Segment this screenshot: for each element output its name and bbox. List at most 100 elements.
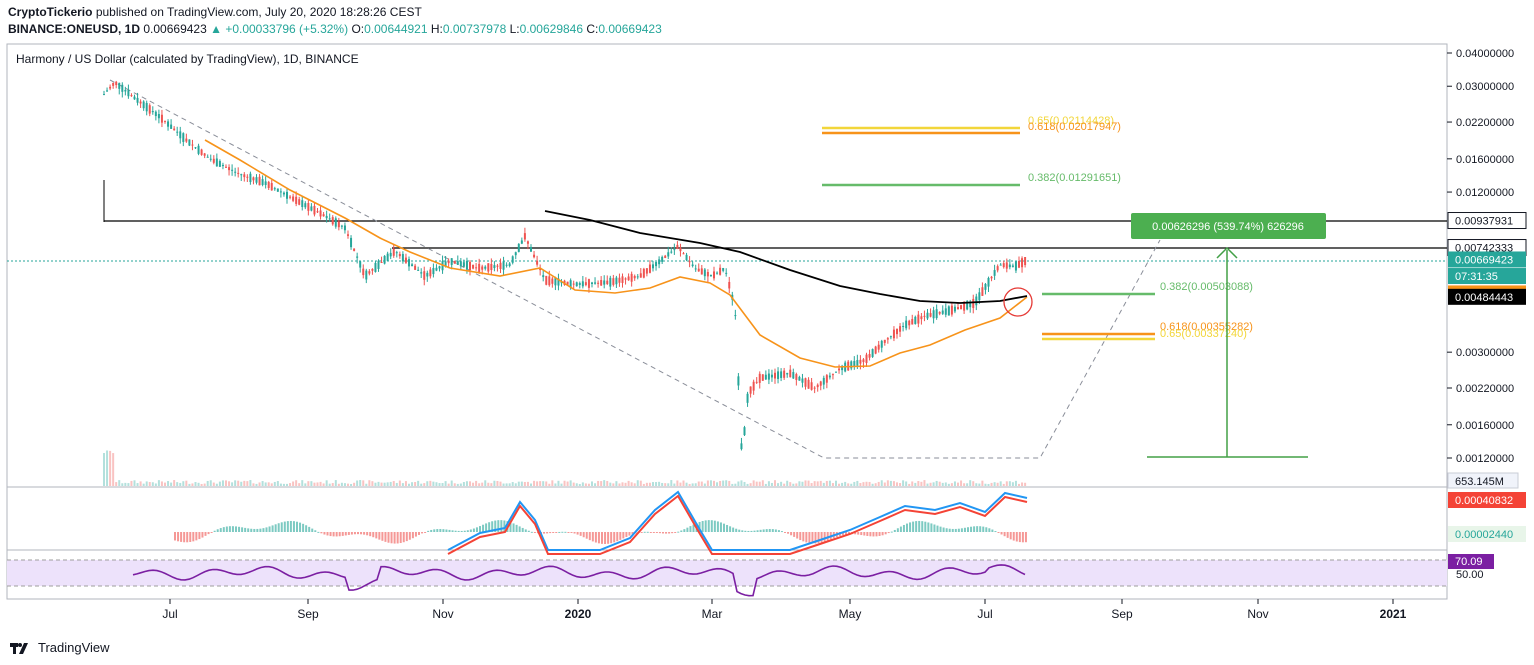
volume-bar [215, 483, 218, 486]
volume-bar [520, 481, 523, 486]
volume-bar [880, 480, 883, 486]
volume-bar [310, 481, 313, 486]
volume-bar [426, 481, 429, 486]
macd-hist-bar [982, 526, 985, 532]
candle-body [121, 84, 124, 92]
macd-hist-bar [594, 532, 597, 543]
macd-hist-bar [899, 526, 902, 532]
volume-bar [401, 483, 404, 486]
macd-hist-bar [988, 528, 991, 532]
candle-body [517, 243, 520, 252]
volume-bar [536, 481, 539, 486]
candle-body [362, 268, 365, 276]
tradingview-footer[interactable]: TradingView [10, 640, 110, 655]
chart-svg[interactable]: Harmony / US Dollar (calculated by Tradi… [0, 40, 1534, 645]
candle-body [103, 94, 105, 96]
volume-bar [990, 482, 993, 486]
price-labels: 0.009379310.007423330.0066942307:31:350.… [1447, 212, 1527, 581]
volume-bar [282, 483, 285, 486]
macd-hist-bar [640, 532, 643, 533]
volume-bar [853, 481, 856, 486]
macd-hist-bar [613, 532, 616, 543]
volume-bar [374, 482, 377, 486]
projection-path [109, 79, 1161, 459]
macd-hist-bar [466, 530, 469, 532]
macd-hist-bar [183, 532, 186, 543]
volume-bar [103, 453, 105, 486]
macd-hist-bar [1018, 532, 1021, 543]
volume-bar [526, 481, 529, 486]
macd-hist-bar [698, 521, 701, 532]
macd-hist-bar [683, 529, 686, 532]
volume-bar [444, 481, 447, 486]
candle-body [935, 309, 938, 319]
volume-bar [581, 482, 584, 486]
macd-hist-bar [494, 520, 497, 532]
macd-hist-bar [555, 532, 558, 533]
volume-bar [343, 483, 346, 486]
macd-hist-bar [457, 530, 460, 532]
macd-hist-bar [399, 532, 402, 544]
x-tick-label: Mar [702, 607, 723, 621]
volume-bar [706, 480, 709, 486]
volume-bar [505, 483, 508, 486]
candle-body [908, 320, 911, 326]
candle-body [423, 271, 426, 280]
low-value: 0.00629846 [519, 22, 584, 36]
volume-bar [502, 483, 505, 486]
volume-bar [594, 483, 597, 486]
y-tick-label: 0.03000000 [1456, 81, 1514, 93]
candle-body [347, 234, 349, 236]
candle-body [313, 205, 316, 215]
macd-hist-bar [475, 527, 478, 532]
macd-hist-bar [228, 526, 231, 532]
volume-bar [496, 480, 499, 486]
candle-body [725, 272, 728, 274]
macd-hist-bar [500, 520, 503, 532]
volume-bar [334, 480, 337, 486]
candle-body [359, 261, 362, 268]
volume-bar [978, 483, 981, 486]
author[interactable]: CryptoTickerio [8, 5, 93, 19]
volume-bar [685, 482, 688, 486]
measure-box [1131, 213, 1326, 239]
macd-hist-bar [259, 528, 262, 532]
price-label: 07:31:35 [1455, 271, 1498, 283]
candle-body [292, 196, 295, 201]
candle-body [511, 256, 514, 263]
volume-bar [243, 480, 246, 486]
candle-body [142, 101, 145, 109]
candle-body [261, 179, 264, 185]
macd-hist-bar [326, 532, 329, 536]
volume-bar [770, 482, 773, 486]
chart-area[interactable]: Harmony / US Dollar (calculated by Tradi… [0, 40, 1534, 645]
macd-hist-bar [994, 531, 997, 533]
low-label: L: [509, 22, 520, 36]
volume-bar [972, 481, 975, 486]
volume-bar [533, 480, 536, 486]
macd-hist-bar [262, 528, 265, 532]
macd-hist-bar [314, 530, 317, 532]
candle-body [459, 261, 462, 267]
volume-bar [819, 480, 822, 486]
candle-body [566, 281, 569, 285]
volume-bar [670, 480, 673, 486]
macd-hist-bar [256, 528, 259, 532]
volume-label: 653.145M [1455, 476, 1504, 488]
volume-bar [228, 481, 231, 486]
volume-bar [691, 483, 694, 486]
volume-bar [276, 481, 279, 486]
macd-hist-bar [902, 524, 905, 532]
macd-hist-bar [771, 529, 774, 532]
macd-hist-bar [268, 526, 271, 532]
candle-body [286, 191, 288, 199]
rsi-label: 70.09 [1455, 556, 1483, 568]
macd-hist-bar [845, 532, 847, 535]
macd-hist-bar [296, 521, 298, 532]
volume-bar [676, 480, 679, 486]
volume-bar [758, 481, 761, 486]
macd-hist-bar [472, 528, 475, 532]
volume-bar [298, 483, 301, 486]
volume-bar [441, 483, 444, 486]
macd-hist-bar [967, 527, 969, 532]
